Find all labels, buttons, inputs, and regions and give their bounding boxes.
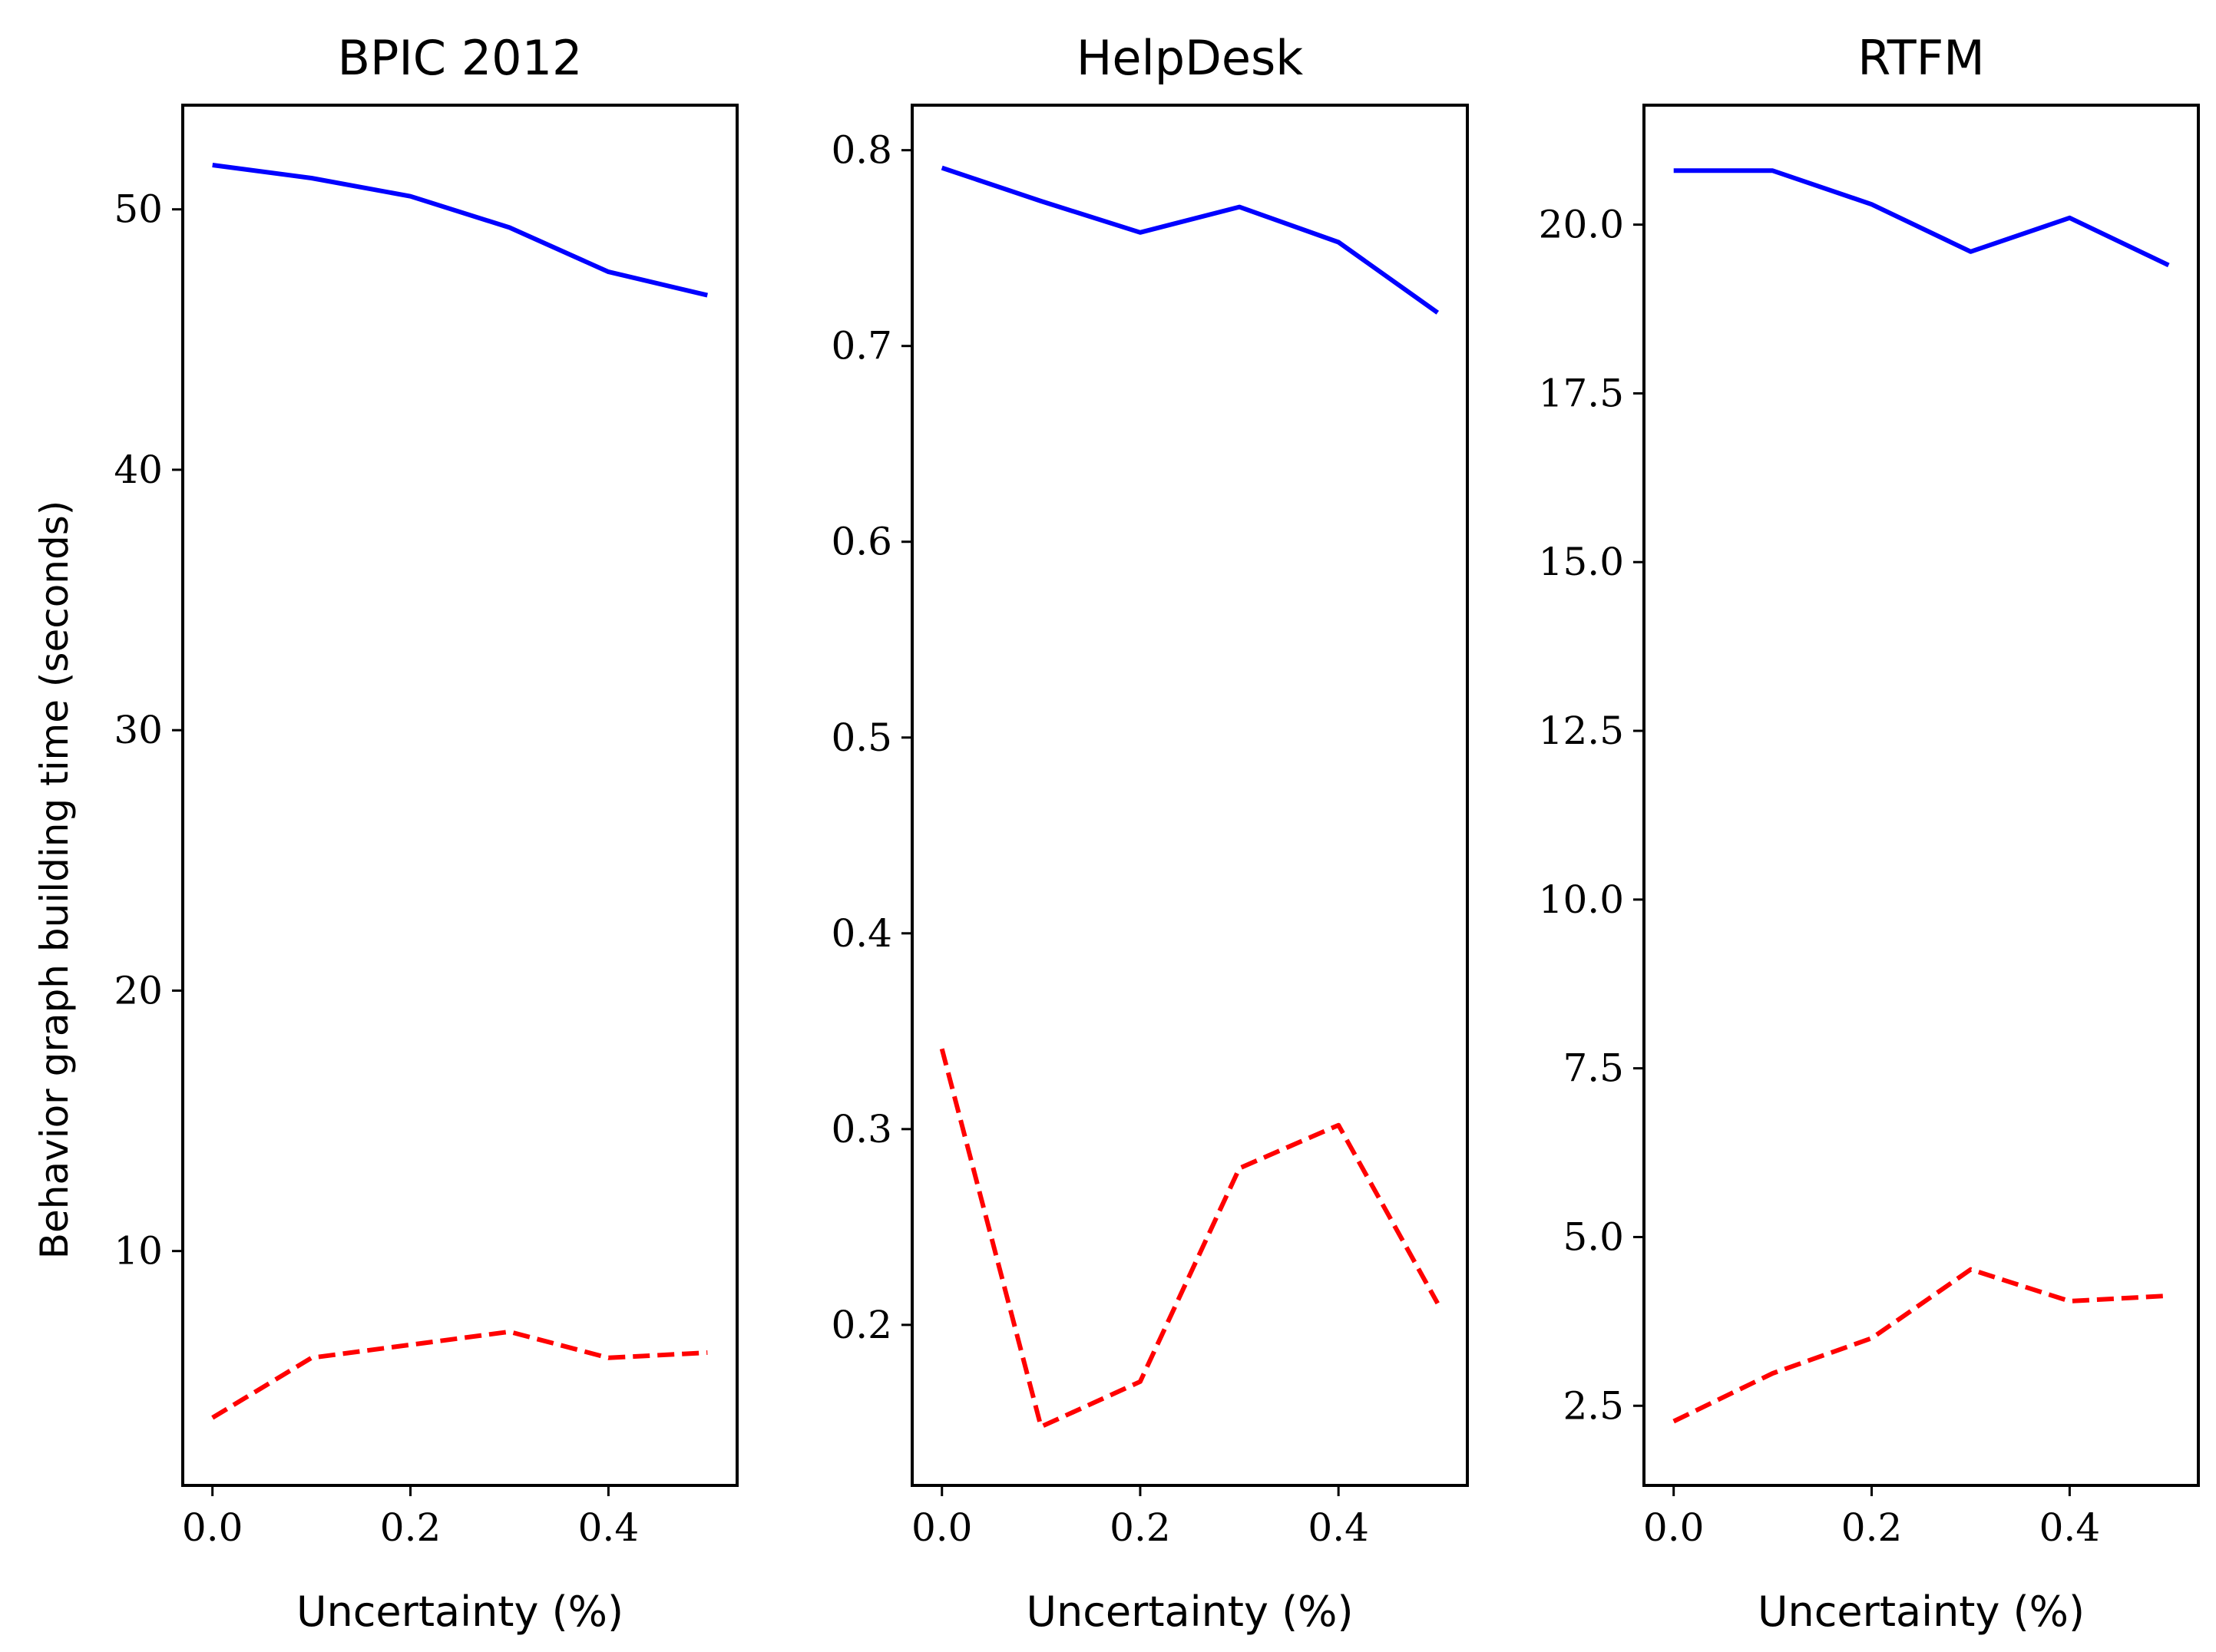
axes-frame (911, 104, 1469, 1487)
series-line-solid-blue (212, 163, 708, 298)
series-line-dashed-red (939, 1048, 1440, 1429)
x-axis-label: Uncertainty (%) (1026, 1588, 1353, 1636)
y-tick-label: 10.0 (1539, 877, 1624, 922)
x-axis-label: Uncertainty (%) (1758, 1588, 2085, 1636)
y-tick-label: 0.7 (831, 324, 892, 368)
y-tick-label: 0.5 (831, 715, 892, 760)
x-tick-label: 0.0 (1643, 1505, 1705, 1550)
series-line-solid-blue (1673, 168, 2170, 268)
y-tick-label: 20.0 (1539, 203, 1624, 247)
y-tick-label: 50 (114, 187, 163, 232)
x-axis-label: Uncertainty (%) (296, 1588, 623, 1636)
y-tick-label: 2.5 (1563, 1383, 1624, 1428)
y-tick-label: 10 (114, 1229, 163, 1274)
chart-panel-1: 0.0 0.2 0.4 10 20 30 40 50 BPIC 2012 Uncertainty … (32, 30, 739, 1636)
y-tick-label: 20 (114, 968, 163, 1013)
chart-panel-3: 0.0 0.2 0.4 2.5 5.0 7.5 10.0 12.5 15.0 17.5 20.0 RT… (1539, 30, 2200, 1636)
chart-panel-2: 0.0 0.2 0.4 0.2 0.3 0.4 0.5 0.6 0.7 0.8 HelpDesk Un… (831, 30, 1469, 1636)
x-tick-label: 0.0 (911, 1505, 973, 1550)
x-tick-label: 0.4 (578, 1505, 640, 1550)
y-axis-label: Behavior graph building time (seconds) (32, 501, 77, 1260)
y-tick-label: 0.4 (831, 911, 892, 956)
y-tick-label: 0.2 (831, 1303, 892, 1347)
y-tick-label: 7.5 (1563, 1046, 1624, 1091)
axes-frame (181, 104, 739, 1487)
x-tick-label: 0.2 (1110, 1505, 1171, 1550)
series-line-dashed-red (211, 1329, 708, 1420)
y-tick-label: 17.5 (1539, 371, 1624, 415)
chart-title: HelpDesk (1077, 30, 1304, 86)
y-tick-label: 0.8 (831, 128, 892, 173)
chart-title: RTFM (1857, 30, 1985, 86)
series-line-dashed-red (1672, 1267, 2169, 1424)
y-tick-label: 0.6 (831, 520, 892, 564)
x-tick-label: 0.2 (380, 1505, 442, 1550)
x-tick-label: 0.4 (2039, 1505, 2101, 1550)
axes-frame (1642, 104, 2200, 1487)
y-tick-label: 15.0 (1539, 540, 1624, 584)
x-tick-label: 0.4 (1308, 1505, 1369, 1550)
y-tick-label: 40 (114, 448, 163, 492)
y-tick-label: 30 (114, 708, 163, 752)
y-tick-label: 5.0 (1563, 1214, 1624, 1259)
chart-title: BPIC 2012 (338, 30, 583, 86)
x-tick-label: 0.2 (1841, 1505, 1903, 1550)
y-tick-label: 0.3 (831, 1107, 892, 1151)
series-line-solid-blue (941, 165, 1440, 315)
y-tick-label: 12.5 (1539, 709, 1624, 753)
x-tick-label: 0.0 (182, 1505, 243, 1550)
